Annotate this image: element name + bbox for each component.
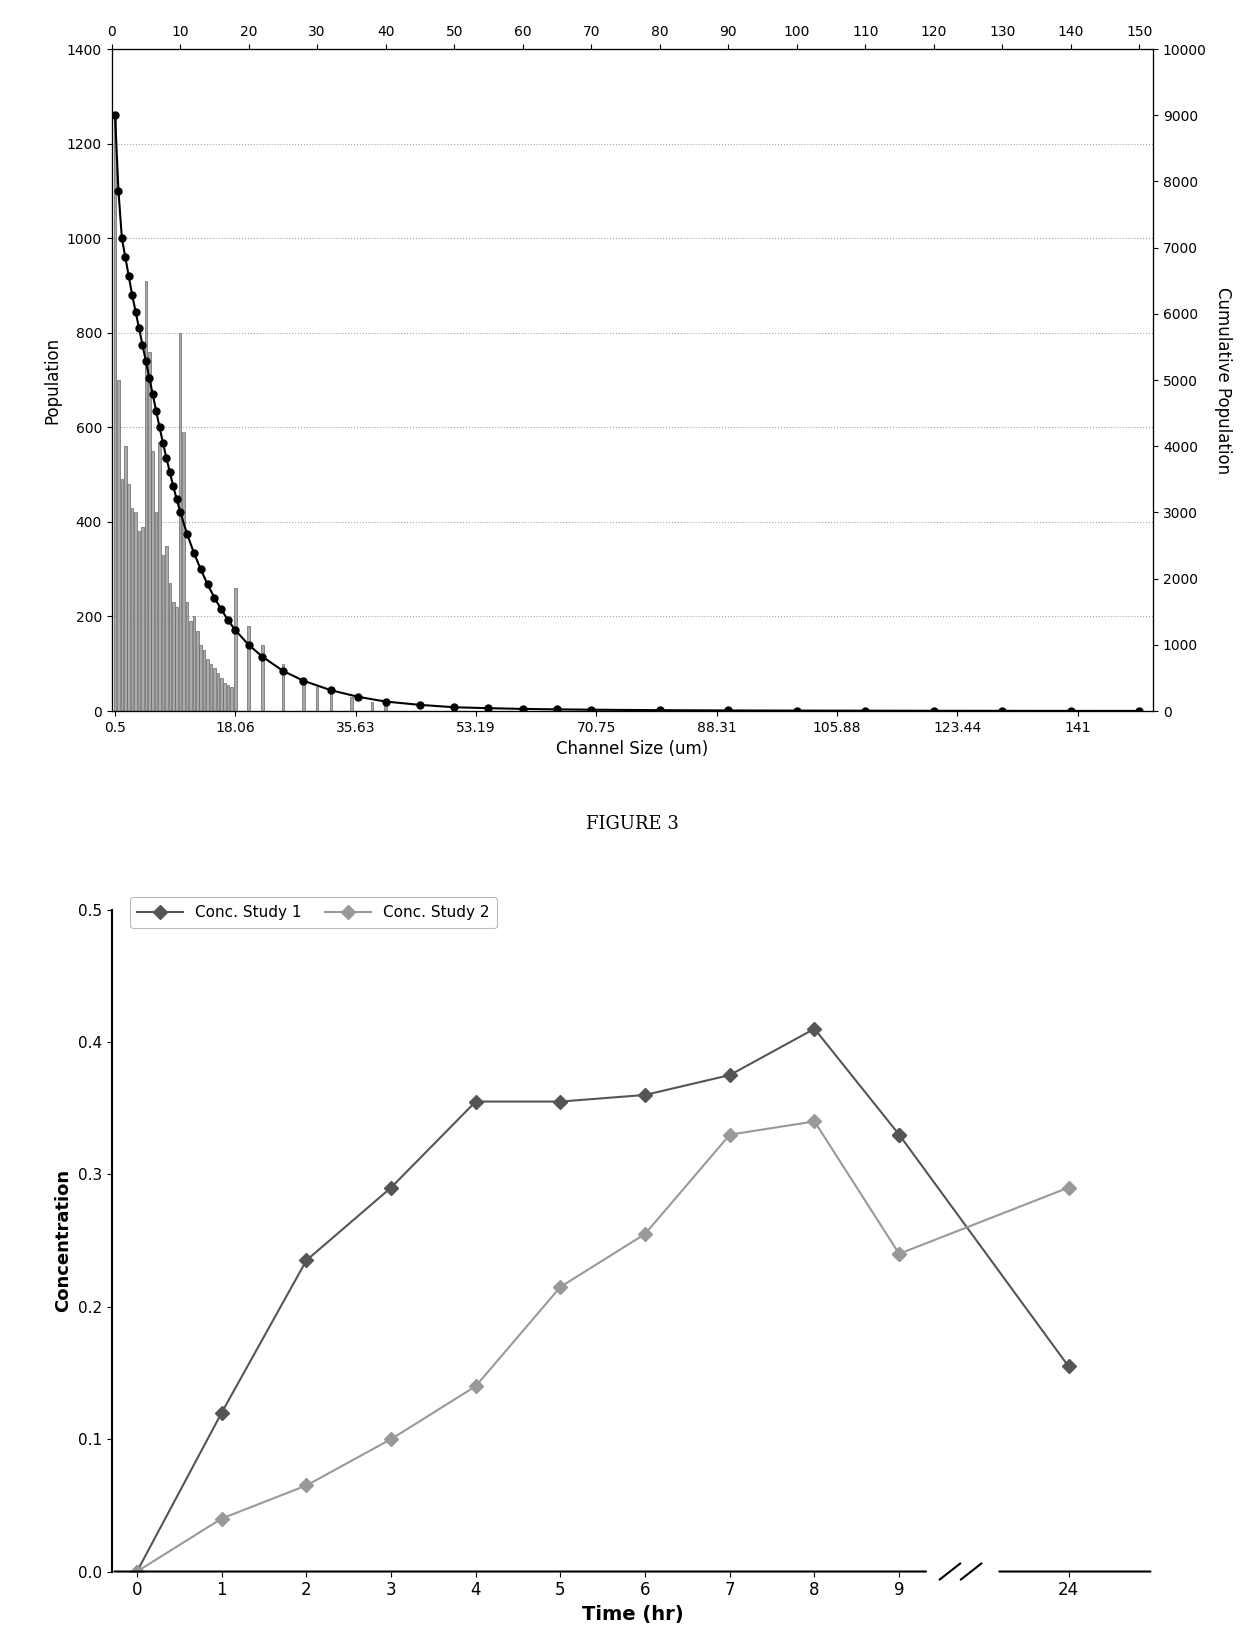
Text: FIGURE 3: FIGURE 3 [587,815,678,833]
Conc. Study 1 [637,1085,652,1105]
Conc. Study 2 [637,1224,652,1244]
Bar [217,673,219,710]
Bar [151,450,154,710]
Conc. Study 2 [469,1377,484,1396]
Bar [179,332,181,710]
Bar [190,620,192,710]
Bar [262,645,264,710]
Conc. Study 2 [723,1125,738,1144]
Bar [134,512,136,710]
Bar [200,645,202,710]
Bar [141,527,144,710]
Bar [350,697,352,710]
Conc. Study 1 [129,1562,144,1581]
Bar [124,447,126,710]
Conc. Study 1 [299,1251,314,1270]
Conc. Study 1 [553,1092,568,1112]
Bar [231,688,233,710]
Bar [227,684,229,710]
Conc. Study 2 [299,1475,314,1495]
Bar [192,617,195,710]
Bar [138,532,140,710]
Conc. Study 1 [807,1018,822,1038]
Conc. Study 2 [892,1244,906,1264]
Conc. Study 2 [383,1429,398,1449]
Bar [186,602,188,710]
Bar [120,480,123,710]
Conc. Study 2 [553,1277,568,1297]
Bar [316,688,319,710]
Line: Conc. Study 1: Conc. Study 1 [133,1023,904,1576]
Conc. Study 1 [723,1066,738,1085]
Bar [169,583,171,710]
Y-axis label: Cumulative Population: Cumulative Population [1214,286,1231,473]
Bar [172,602,175,710]
Bar [182,432,185,710]
Conc. Study 1 [215,1403,229,1423]
Bar [161,555,164,710]
Bar [175,607,179,710]
Y-axis label: Concentration: Concentration [55,1169,72,1313]
Conc. Study 2 [215,1509,229,1529]
X-axis label: Time (hr): Time (hr) [582,1604,683,1624]
Bar [145,282,148,710]
Bar [165,545,167,710]
Bar [223,683,226,710]
Bar [210,663,212,710]
Conc. Study 1 [892,1125,906,1144]
Bar [117,380,120,710]
Bar [206,660,208,710]
Bar [234,588,237,710]
Bar [247,625,250,710]
Conc. Study 2 [807,1112,822,1131]
Conc. Study 2 [129,1562,144,1581]
Bar [155,512,157,710]
Bar [384,704,387,710]
Conc. Study 1 [383,1177,398,1197]
Bar [219,678,222,710]
Bar [196,630,198,710]
Bar [330,692,332,710]
Bar [303,678,305,710]
Bar [371,702,373,710]
Bar [281,663,284,710]
Bar [203,650,206,710]
Line: Conc. Study 2: Conc. Study 2 [133,1116,904,1576]
Y-axis label: Population: Population [43,337,61,424]
Bar [114,115,117,710]
Bar [148,352,150,710]
Conc. Study 1 [469,1092,484,1112]
Bar [159,442,161,710]
X-axis label: Channel Size (um): Channel Size (um) [557,740,708,758]
Bar [128,485,130,710]
Legend: Conc. Study 1, Conc. Study 2: Conc. Study 1, Conc. Study 2 [130,897,497,928]
Bar [131,507,134,710]
Bar [213,668,216,710]
